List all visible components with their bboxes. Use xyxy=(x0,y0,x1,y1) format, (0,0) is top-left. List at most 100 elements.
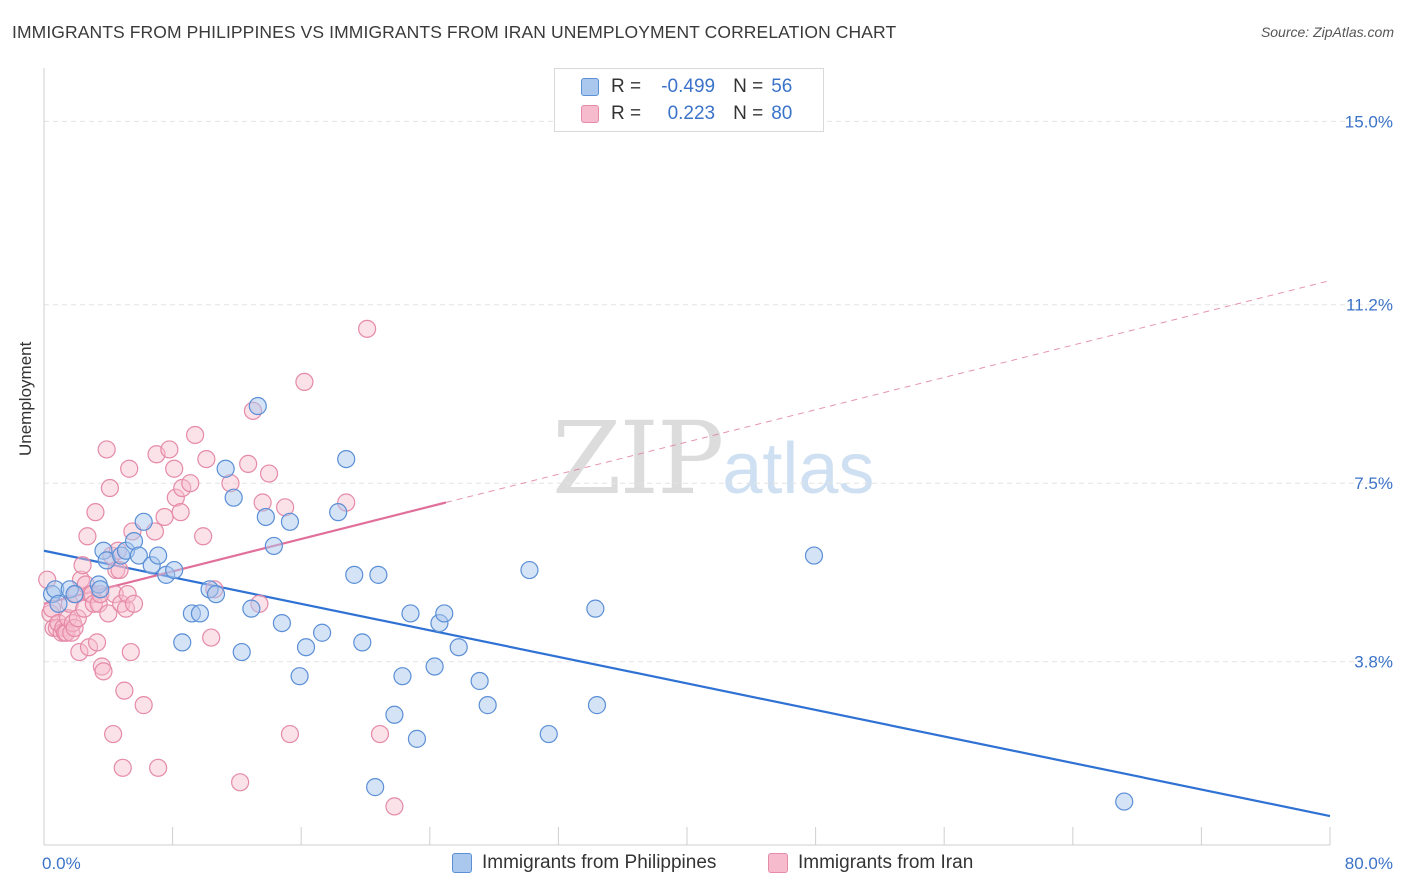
tick-labels: 3.8% 7.5% 11.2% 15.0% 0.0% 80.0% xyxy=(42,112,1393,873)
y-tick-label: 3.8% xyxy=(1354,653,1393,672)
y-tick-label: 11.2% xyxy=(1346,296,1393,315)
legend-n-value: 80 xyxy=(771,103,793,124)
series-iran-points xyxy=(38,319,404,816)
data-point-iran xyxy=(78,527,97,546)
data-point-iran xyxy=(87,633,107,652)
data-point-philippines xyxy=(329,503,348,522)
data-point-philippines xyxy=(449,638,468,657)
data-point-iran xyxy=(259,464,279,483)
data-point-philippines xyxy=(393,667,412,686)
data-point-iran xyxy=(86,503,105,522)
x-tick-label: 80.0% xyxy=(1345,854,1393,873)
data-point-iran xyxy=(231,773,250,792)
data-point-iran xyxy=(295,372,314,392)
correlation-legend: R = -0.499 N = 56 R = 0.223 N = 80 xyxy=(554,68,824,132)
data-point-iran xyxy=(197,449,216,469)
x-tick-label: 0.0% xyxy=(42,854,81,873)
data-point-philippines xyxy=(134,512,153,531)
legend-r-label: R = xyxy=(611,76,642,97)
data-point-philippines xyxy=(296,638,316,657)
data-point-philippines xyxy=(280,512,300,531)
data-point-iran xyxy=(121,642,140,662)
legend-r-value: -0.499 xyxy=(661,76,716,97)
data-point-philippines xyxy=(353,633,372,652)
data-point-iran xyxy=(104,724,123,744)
watermark-atlas: atlas xyxy=(722,429,875,509)
data-point-philippines xyxy=(290,667,309,686)
data-point-philippines xyxy=(91,580,110,599)
legend-r-label: R = xyxy=(611,103,642,124)
legend-row-philippines: R = -0.499 N = 56 xyxy=(581,75,792,99)
data-point-iran xyxy=(68,609,87,628)
source-label: Source: ZipAtlas.com xyxy=(1260,24,1394,40)
watermark: ZIPatlas xyxy=(552,400,874,517)
data-point-iran xyxy=(124,594,144,613)
data-point-iran xyxy=(358,319,377,338)
data-point-philippines xyxy=(224,488,243,507)
data-point-philippines xyxy=(425,657,444,676)
grid-lines xyxy=(44,120,1392,663)
data-point-philippines xyxy=(173,633,192,652)
legend-swatch-philippines xyxy=(581,78,599,96)
legend-n-label: N = xyxy=(733,103,764,124)
bottom-legend-iran: Immigrants from Iran xyxy=(768,852,973,874)
data-point-philippines xyxy=(256,507,275,527)
legend-row-iran: R = 0.223 N = 80 xyxy=(581,102,792,126)
data-point-philippines xyxy=(165,560,184,580)
data-point-iran xyxy=(280,724,300,744)
data-point-iran xyxy=(134,696,153,715)
bottom-legend-swatch-philippines xyxy=(452,853,472,873)
data-point-philippines xyxy=(345,565,364,584)
data-point-iran xyxy=(100,478,120,498)
data-point-philippines xyxy=(385,705,404,724)
bottom-legend-label-iran: Immigrants from Iran xyxy=(798,852,974,873)
data-point-iran xyxy=(166,488,185,507)
bottom-legend-swatch-iran xyxy=(768,853,788,873)
data-point-iran xyxy=(73,556,92,575)
trend-lines xyxy=(43,280,1331,818)
bottom-legend-label-philippines: Immigrants from Philippines xyxy=(482,852,717,873)
data-point-philippines xyxy=(242,599,261,618)
data-point-philippines xyxy=(470,671,489,691)
data-point-philippines xyxy=(232,642,251,662)
axes xyxy=(43,68,1331,846)
data-point-iran xyxy=(181,474,200,493)
data-point-iran xyxy=(165,459,184,478)
series-philippines-points xyxy=(42,396,1134,811)
data-point-philippines xyxy=(435,604,454,623)
data-point-iran xyxy=(115,681,134,700)
data-point-philippines xyxy=(369,565,388,584)
data-point-iran xyxy=(194,527,213,546)
data-point-philippines xyxy=(149,546,168,565)
data-point-iran xyxy=(171,503,190,522)
data-point-iran xyxy=(385,797,404,816)
data-point-philippines xyxy=(312,623,332,642)
data-point-philippines xyxy=(264,536,283,556)
data-point-philippines xyxy=(478,696,497,715)
data-point-philippines xyxy=(129,546,148,565)
data-point-iran xyxy=(186,425,205,445)
y-tick-label: 15.0% xyxy=(1345,112,1393,131)
data-point-iran xyxy=(370,724,390,744)
data-point-philippines xyxy=(407,729,427,748)
legend-n-value: 56 xyxy=(771,76,793,97)
data-point-iran xyxy=(160,440,179,459)
trendline-iran-dashed xyxy=(445,280,1331,503)
data-point-philippines xyxy=(366,778,385,797)
data-point-philippines xyxy=(49,594,68,613)
legend-r-value: 0.223 xyxy=(667,103,716,124)
data-point-philippines xyxy=(206,585,226,604)
y-tick-label: 7.5% xyxy=(1354,474,1393,493)
bottom-legend-philippines: Immigrants from Philippines xyxy=(452,852,716,874)
data-point-philippines xyxy=(401,604,420,623)
data-point-philippines xyxy=(804,546,824,565)
data-point-philippines xyxy=(1115,792,1134,811)
data-point-iran xyxy=(97,440,116,459)
data-point-iran xyxy=(65,618,84,638)
data-point-philippines xyxy=(586,599,605,618)
data-point-philippines xyxy=(272,614,292,633)
data-point-philippines xyxy=(190,604,210,623)
data-point-philippines xyxy=(216,459,235,478)
data-point-iran xyxy=(99,604,118,623)
